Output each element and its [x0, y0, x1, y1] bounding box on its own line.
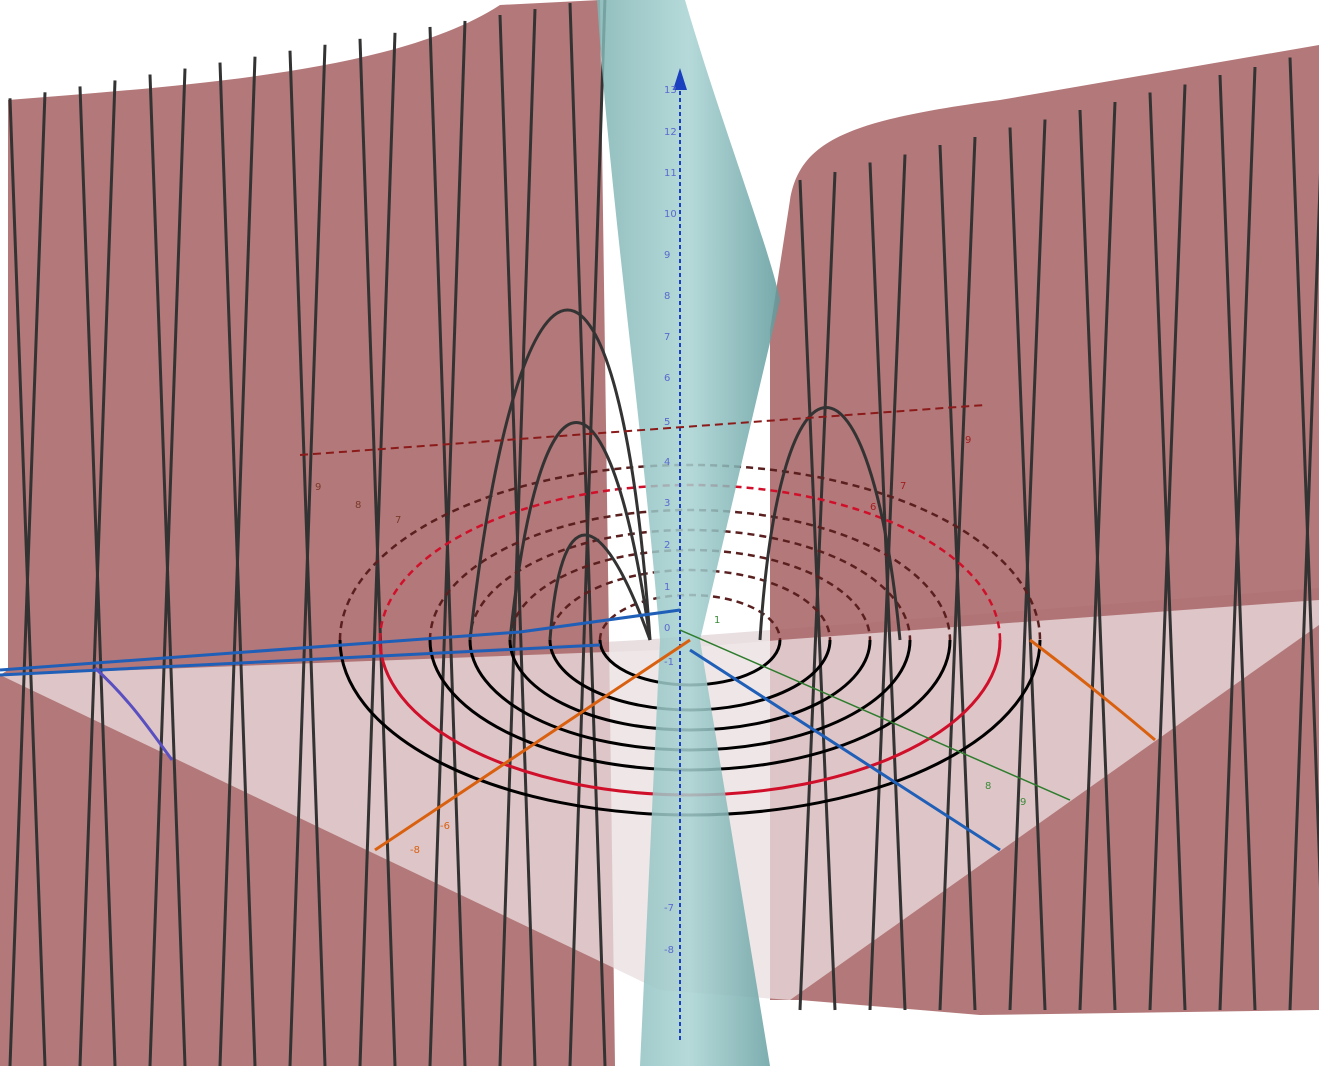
- mesh-line: [78, 80, 117, 1066]
- axis-tick-label: 5: [664, 417, 670, 428]
- bump-curve: [758, 406, 902, 641]
- axis-tick-label: 9: [664, 250, 670, 261]
- mesh-line: [1008, 119, 1047, 1011]
- axis-tick-label: 8: [664, 291, 670, 302]
- mesh-line: [8, 92, 47, 1066]
- axis-tick-label: -8: [664, 945, 674, 956]
- axis-tick-label: 9: [1020, 797, 1026, 808]
- orange-curve: [1029, 638, 1156, 742]
- mesh-line: [498, 9, 537, 1066]
- axis-tick-label: 9: [965, 435, 971, 446]
- bump-curve: [548, 533, 652, 641]
- axis-tick-label: 9: [315, 482, 321, 493]
- axis-tick-label: 1: [664, 582, 670, 593]
- y-axis: [374, 638, 691, 852]
- mesh-line: [868, 154, 907, 1011]
- blue-curve: [689, 648, 1001, 852]
- axis-tick-label: -6: [440, 821, 450, 832]
- axis-tick-label: 7: [900, 481, 906, 492]
- axis-tick-label: 7: [395, 515, 401, 526]
- back-axis: [299, 404, 986, 456]
- axis-tick-label: 4: [664, 457, 670, 468]
- mesh-line: [1078, 101, 1117, 1011]
- axis-tick-label: 2: [664, 540, 670, 551]
- mesh-line: [938, 136, 977, 1011]
- blue-curve: [0, 608, 681, 677]
- axis-tick-label: 10: [664, 209, 677, 220]
- axis-tick-label: 11: [664, 168, 677, 179]
- axis-tick-label: 6: [870, 502, 876, 513]
- axis-tick-label: -8: [410, 845, 420, 856]
- mesh-line: [1288, 172, 1319, 1011]
- cone-surface: [597, 0, 780, 1066]
- bump-curve: [508, 421, 652, 641]
- mesh-line: [568, 0, 607, 1066]
- axis-tick-label: 8: [985, 781, 991, 792]
- mesh-line: [148, 68, 187, 1066]
- mesh-line: [798, 171, 837, 1011]
- axis-tick-label: 7: [664, 332, 670, 343]
- mesh-line: [218, 56, 257, 1066]
- z-axis-arrow: [673, 68, 687, 90]
- axis-tick-label: 6: [664, 373, 670, 384]
- bump-curve: [468, 308, 652, 641]
- axis-tick-label: -7: [664, 903, 674, 914]
- axis-tick-label: 12: [664, 127, 677, 138]
- axis-tick-label: 0: [664, 623, 670, 634]
- axis-tick-label: 13: [664, 85, 677, 96]
- axis-tick-label: 8: [355, 500, 361, 511]
- mesh-line: [288, 44, 327, 1066]
- mesh-line: [1148, 84, 1187, 1011]
- x-axis: [679, 629, 1071, 801]
- axis-tick-label: 1: [714, 615, 720, 626]
- mesh-line: [358, 32, 397, 1066]
- purple-curve: [93, 666, 174, 761]
- axis-tick-label: 3: [664, 498, 670, 509]
- axis-tick-label: -1: [664, 657, 674, 668]
- mesh-line: [1218, 66, 1257, 1011]
- surface-mesh: [8, 0, 1319, 1066]
